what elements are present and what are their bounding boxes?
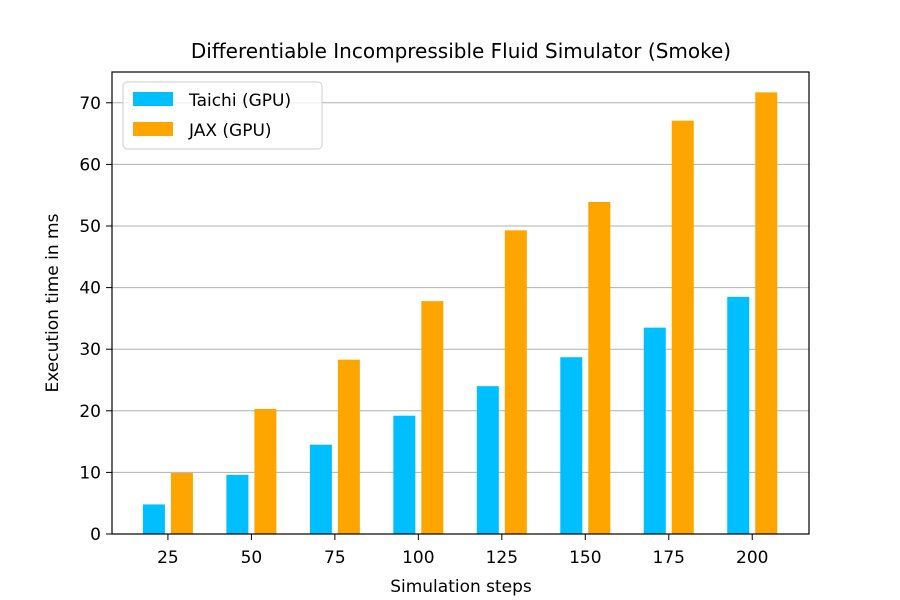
y-tick-label: 60 — [79, 155, 101, 175]
bar-jax-50 — [254, 408, 277, 534]
legend-label-taichi: Taichi (GPU) — [188, 91, 291, 111]
x-tick-label: 50 — [241, 548, 263, 568]
bar-taichi-75 — [309, 444, 332, 534]
y-tick-label: 20 — [79, 402, 101, 422]
bar-jax-200 — [755, 92, 778, 534]
legend: Taichi (GPU) JAX (GPU) — [122, 81, 323, 150]
x-tick-label: 25 — [157, 548, 179, 568]
x-tick-label: 125 — [486, 548, 518, 568]
x-tick-label: 150 — [569, 548, 601, 568]
bar-taichi-25 — [142, 504, 165, 534]
bar-taichi-175 — [643, 327, 666, 534]
y-tick-label: 50 — [79, 217, 101, 237]
x-tick-label: 175 — [653, 548, 685, 568]
bar-jax-150 — [588, 201, 611, 534]
bar-taichi-125 — [476, 386, 499, 534]
x-tick-label: 200 — [736, 548, 768, 568]
legend-swatch-taichi — [133, 92, 173, 106]
y-axis-label: Execution time in ms — [43, 213, 63, 392]
y-tick-label: 40 — [79, 279, 101, 299]
bar-jax-25 — [170, 473, 193, 534]
x-axis: 25 50 75 100 125 150 175 200 — [157, 534, 768, 568]
legend-label-jax: JAX (GPU) — [188, 121, 272, 141]
y-axis: 0 10 20 30 40 50 60 70 — [79, 94, 112, 545]
x-axis-label: Simulation steps — [390, 577, 532, 597]
bar-taichi-50 — [226, 474, 249, 534]
legend-swatch-jax — [133, 122, 173, 136]
plot-frame — [111, 71, 810, 535]
bar-taichi-200 — [727, 296, 750, 534]
bar-jax-175 — [671, 120, 694, 534]
y-tick-label: 10 — [79, 463, 101, 483]
y-tick-label: 70 — [79, 94, 101, 114]
bar-taichi-150 — [560, 357, 583, 534]
bar-jax-125 — [504, 230, 527, 534]
bars — [142, 92, 778, 534]
y-tick-label: 0 — [90, 525, 101, 545]
chart-title: Differentiable Incompressible Fluid Simu… — [191, 39, 731, 63]
grid-lines — [112, 102, 809, 473]
bar-taichi-100 — [393, 415, 416, 534]
x-tick-label: 100 — [402, 548, 434, 568]
bar-jax-75 — [337, 359, 360, 534]
y-tick-label: 30 — [79, 340, 101, 360]
x-tick-label: 75 — [324, 548, 346, 568]
bar-jax-100 — [421, 301, 444, 534]
